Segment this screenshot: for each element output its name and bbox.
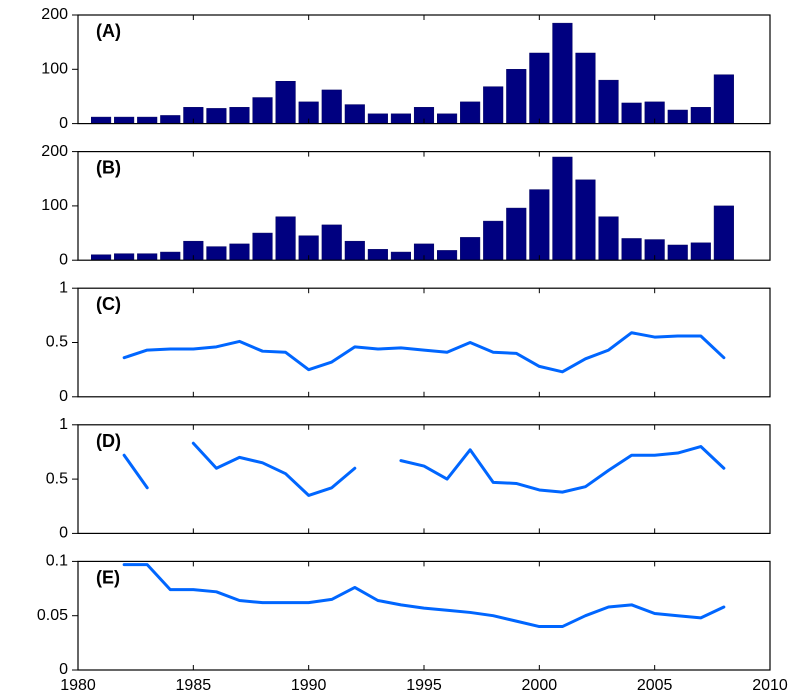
ytick-label: 0 <box>59 525 68 542</box>
bar <box>160 252 180 260</box>
multi-panel-chart: 0 100 200 (A) 0 100 200 (B) 0 0.5 1 (C) 0 0.5 1 (D) 0 0.0… <box>0 0 800 697</box>
bar <box>114 254 134 261</box>
bar <box>483 221 503 260</box>
bar <box>114 117 134 124</box>
bar <box>207 247 227 261</box>
bar <box>530 190 550 261</box>
bar <box>599 217 619 260</box>
bar <box>253 233 273 260</box>
panel-label: (B) <box>96 158 121 178</box>
panel-label: (D) <box>96 431 121 451</box>
bar <box>276 81 296 123</box>
bar <box>368 114 388 124</box>
panel-label: (E) <box>96 567 120 587</box>
bar <box>137 117 157 124</box>
bar <box>460 102 480 124</box>
bar <box>553 23 573 123</box>
bar <box>691 243 711 260</box>
bar <box>576 53 596 124</box>
bar <box>668 245 688 260</box>
bar <box>322 225 342 260</box>
xtick-label: 1985 <box>176 677 212 694</box>
bar <box>483 87 503 124</box>
bar <box>506 69 526 123</box>
bar <box>368 249 388 260</box>
bar <box>230 107 250 123</box>
ytick-label: 0 <box>59 388 68 405</box>
ytick-label: 200 <box>41 143 68 160</box>
bar <box>714 206 734 260</box>
xtick-label: 1980 <box>60 677 96 694</box>
bar <box>530 53 550 124</box>
bar <box>599 80 619 123</box>
ytick-label: 0 <box>59 115 68 132</box>
bar <box>460 237 480 260</box>
bar <box>322 90 342 124</box>
ytick-label: 0.5 <box>46 470 68 487</box>
panel-label: (A) <box>96 21 121 41</box>
bar <box>253 98 273 124</box>
xtick-label: 2005 <box>637 677 673 694</box>
bar <box>207 108 227 123</box>
bar <box>622 103 642 124</box>
bar <box>137 254 157 261</box>
xtick-label: 2010 <box>752 677 788 694</box>
ytick-label: 100 <box>41 197 68 214</box>
bar <box>691 107 711 123</box>
bar <box>553 157 573 260</box>
bar <box>345 105 365 124</box>
bar <box>276 217 296 260</box>
bar <box>714 75 734 124</box>
ytick-label: 200 <box>41 6 68 23</box>
panel-label: (C) <box>96 294 121 314</box>
xtick-label: 2000 <box>522 677 558 694</box>
bar <box>160 115 180 123</box>
bar <box>230 244 250 260</box>
bar <box>391 114 411 124</box>
ytick-label: 0.5 <box>46 334 68 351</box>
bar <box>506 208 526 260</box>
bar <box>437 250 457 260</box>
ytick-label: 1 <box>59 279 68 296</box>
bar <box>437 114 457 124</box>
bar <box>576 180 596 260</box>
xtick-label: 1990 <box>291 677 327 694</box>
bar <box>91 117 111 124</box>
ytick-label: 1 <box>59 416 68 433</box>
bar <box>91 255 111 260</box>
bar <box>345 241 365 260</box>
xtick-label: 1995 <box>406 677 442 694</box>
bar <box>391 252 411 260</box>
ytick-label: 0 <box>59 661 68 678</box>
ytick-label: 0.05 <box>37 607 68 624</box>
ytick-label: 0.1 <box>46 553 68 570</box>
bar <box>622 238 642 260</box>
ytick-label: 0 <box>59 251 68 268</box>
bar <box>668 110 688 124</box>
ytick-label: 100 <box>41 61 68 78</box>
